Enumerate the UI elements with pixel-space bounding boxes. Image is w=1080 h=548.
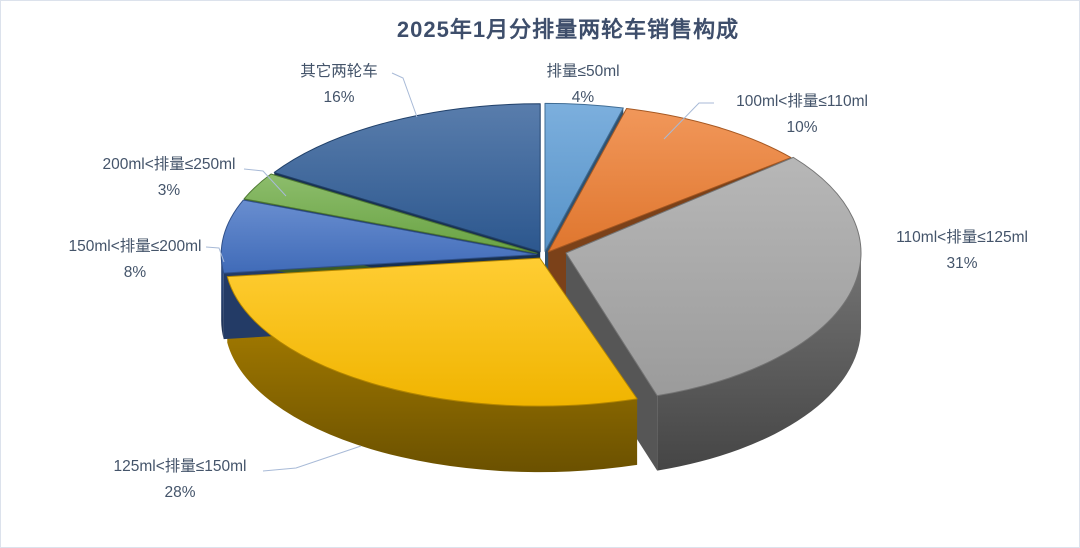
chart-title: 2025年1月分排量两轮车销售构成	[396, 17, 740, 42]
